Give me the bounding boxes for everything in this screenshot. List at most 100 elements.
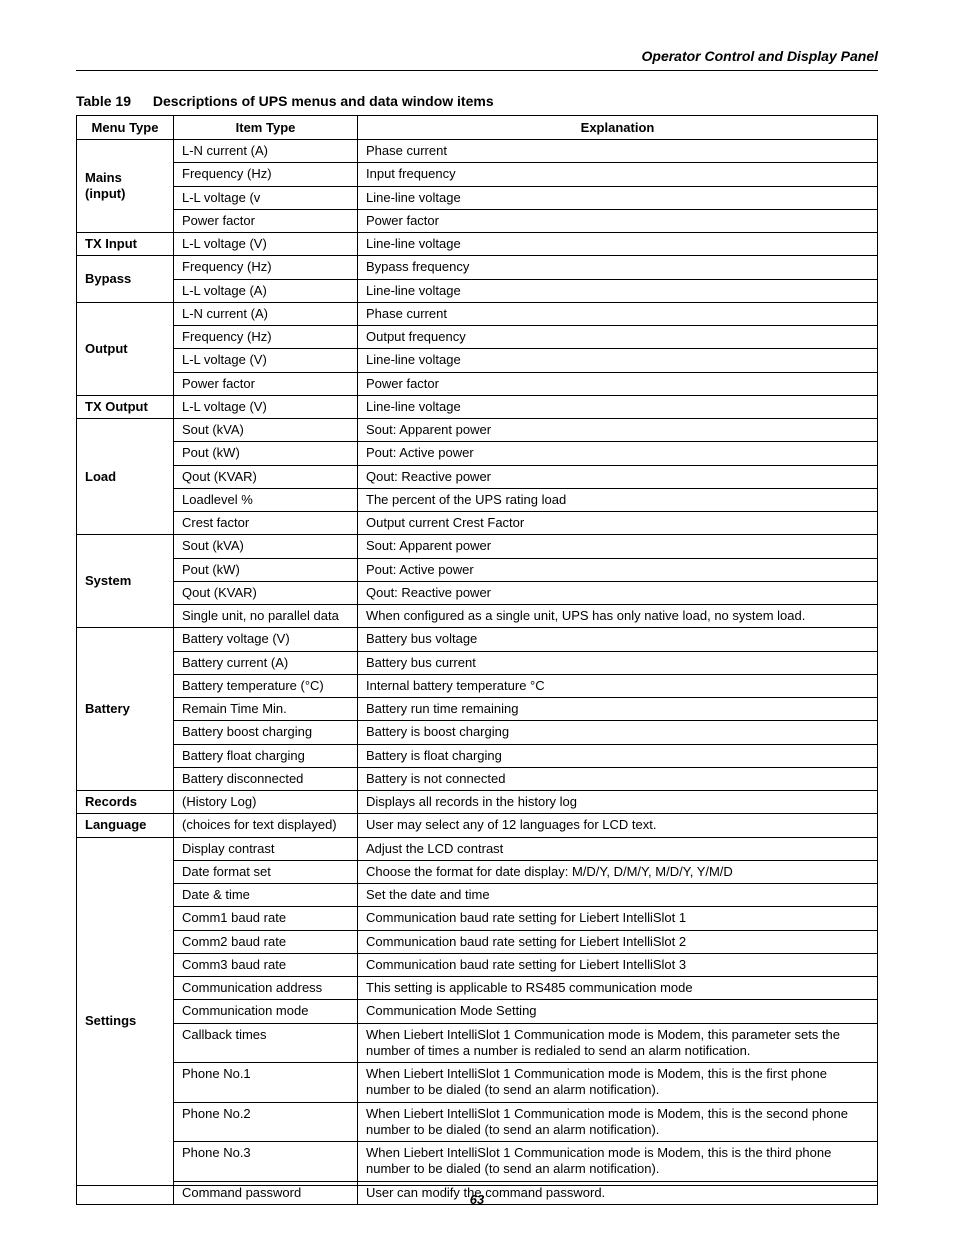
menu-type-cell: Mains (input) [77, 140, 174, 233]
item-type-cell: Frequency (Hz) [174, 326, 358, 349]
item-type-cell: Comm3 baud rate [174, 953, 358, 976]
menu-type-cell: Load [77, 419, 174, 535]
item-type-cell: Communication mode [174, 1000, 358, 1023]
table-row: BypassFrequency (Hz)Bypass frequency [77, 256, 878, 279]
menu-type-cell: TX Input [77, 233, 174, 256]
item-type-cell: Battery voltage (V) [174, 628, 358, 651]
explanation-cell: When configured as a single unit, UPS ha… [358, 605, 878, 628]
table-row: Phone No.2When Liebert IntelliSlot 1 Com… [77, 1102, 878, 1142]
explanation-cell: Communication baud rate setting for Lieb… [358, 953, 878, 976]
menu-type-cell: Records [77, 791, 174, 814]
menu-type-cell: Battery [77, 628, 174, 791]
item-type-cell: L-N current (A) [174, 140, 358, 163]
explanation-cell: Battery bus voltage [358, 628, 878, 651]
table-row: Loadlevel %The percent of the UPS rating… [77, 488, 878, 511]
table-row: Crest factorOutput current Crest Factor [77, 512, 878, 535]
explanation-cell: Bypass frequency [358, 256, 878, 279]
table-row: Comm3 baud rateCommunication baud rate s… [77, 953, 878, 976]
table-row: Qout (KVAR)Qout: Reactive power [77, 465, 878, 488]
item-type-cell: Frequency (Hz) [174, 163, 358, 186]
col-header-item: Item Type [174, 116, 358, 140]
table-row: OutputL-N current (A)Phase current [77, 302, 878, 325]
item-type-cell: L-L voltage (v [174, 186, 358, 209]
table-row: L-L voltage (vLine-line voltage [77, 186, 878, 209]
table-row: Comm2 baud rateCommunication baud rate s… [77, 930, 878, 953]
table-row: SettingsDisplay contrastAdjust the LCD c… [77, 837, 878, 860]
explanation-cell: Communication Mode Setting [358, 1000, 878, 1023]
menu-type-cell: Bypass [77, 256, 174, 303]
table-row: Callback timesWhen Liebert IntelliSlot 1… [77, 1023, 878, 1063]
page-header: Operator Control and Display Panel [76, 48, 878, 71]
item-type-cell: Comm1 baud rate [174, 907, 358, 930]
explanation-cell: Displays all records in the history log [358, 791, 878, 814]
explanation-cell: Qout: Reactive power [358, 465, 878, 488]
menu-type-cell: System [77, 535, 174, 628]
explanation-cell: The percent of the UPS rating load [358, 488, 878, 511]
table-row: Communication addressThis setting is app… [77, 977, 878, 1000]
item-type-cell: Phone No.3 [174, 1142, 358, 1182]
explanation-cell: When Liebert IntelliSlot 1 Communication… [358, 1023, 878, 1063]
table-row: Battery temperature (°C)Internal battery… [77, 674, 878, 697]
table-row: L-L voltage (V)Line-line voltage [77, 349, 878, 372]
item-type-cell: Callback times [174, 1023, 358, 1063]
item-type-cell: L-L voltage (V) [174, 233, 358, 256]
table-row: Communication modeCommunication Mode Set… [77, 1000, 878, 1023]
table-row: L-L voltage (A)Line-line voltage [77, 279, 878, 302]
page-footer: 63 [76, 1185, 878, 1207]
table-caption: Table 19 Descriptions of UPS menus and d… [76, 93, 878, 109]
item-type-cell: Loadlevel % [174, 488, 358, 511]
table-row: Language(choices for text displayed)User… [77, 814, 878, 837]
explanation-cell: Line-line voltage [358, 349, 878, 372]
item-type-cell: Qout (KVAR) [174, 465, 358, 488]
explanation-cell: Input frequency [358, 163, 878, 186]
item-type-cell: Pout (kW) [174, 442, 358, 465]
item-type-cell: Battery float charging [174, 744, 358, 767]
table-row: Date & timeSet the date and time [77, 884, 878, 907]
table-row: Date format setChoose the format for dat… [77, 860, 878, 883]
table-row: Remain Time Min.Battery run time remaini… [77, 698, 878, 721]
item-type-cell: Power factor [174, 209, 358, 232]
explanation-cell: User may select any of 12 languages for … [358, 814, 878, 837]
explanation-cell: Line-line voltage [358, 395, 878, 418]
table-row: Battery float chargingBattery is float c… [77, 744, 878, 767]
explanation-cell: This setting is applicable to RS485 comm… [358, 977, 878, 1000]
item-type-cell: Battery boost charging [174, 721, 358, 744]
explanation-cell: Battery run time remaining [358, 698, 878, 721]
explanation-cell: Power factor [358, 209, 878, 232]
explanation-cell: Pout: Active power [358, 442, 878, 465]
item-type-cell: L-L voltage (V) [174, 395, 358, 418]
item-type-cell: (History Log) [174, 791, 358, 814]
item-type-cell: Sout (kVA) [174, 535, 358, 558]
item-type-cell: Display contrast [174, 837, 358, 860]
table-row: SystemSout (kVA)Sout: Apparent power [77, 535, 878, 558]
explanation-cell: Output current Crest Factor [358, 512, 878, 535]
menu-type-cell: TX Output [77, 395, 174, 418]
menu-type-cell: Settings [77, 837, 174, 1204]
item-type-cell: (choices for text displayed) [174, 814, 358, 837]
table-row: Records(History Log)Displays all records… [77, 791, 878, 814]
table-row: Comm1 baud rateCommunication baud rate s… [77, 907, 878, 930]
table-header-row: Menu Type Item Type Explanation [77, 116, 878, 140]
item-type-cell: Battery temperature (°C) [174, 674, 358, 697]
table-row: Phone No.3When Liebert IntelliSlot 1 Com… [77, 1142, 878, 1182]
explanation-cell: Phase current [358, 302, 878, 325]
explanation-cell: Set the date and time [358, 884, 878, 907]
item-type-cell: Date format set [174, 860, 358, 883]
explanation-cell: Power factor [358, 372, 878, 395]
item-type-cell: Crest factor [174, 512, 358, 535]
item-type-cell: Sout (kVA) [174, 419, 358, 442]
item-type-cell: Communication address [174, 977, 358, 1000]
table-row: Pout (kW)Pout: Active power [77, 442, 878, 465]
item-type-cell: L-L voltage (V) [174, 349, 358, 372]
item-type-cell: L-L voltage (A) [174, 279, 358, 302]
table-row: BatteryBattery voltage (V)Battery bus vo… [77, 628, 878, 651]
item-type-cell: Phone No.2 [174, 1102, 358, 1142]
explanation-cell: Internal battery temperature °C [358, 674, 878, 697]
menu-type-cell: Language [77, 814, 174, 837]
col-header-menu: Menu Type [77, 116, 174, 140]
explanation-cell: When Liebert IntelliSlot 1 Communication… [358, 1142, 878, 1182]
table-row: Phone No.1When Liebert IntelliSlot 1 Com… [77, 1063, 878, 1103]
table-row: TX OutputL-L voltage (V)Line-line voltag… [77, 395, 878, 418]
table-row: Frequency (Hz)Input frequency [77, 163, 878, 186]
explanation-cell: Adjust the LCD contrast [358, 837, 878, 860]
